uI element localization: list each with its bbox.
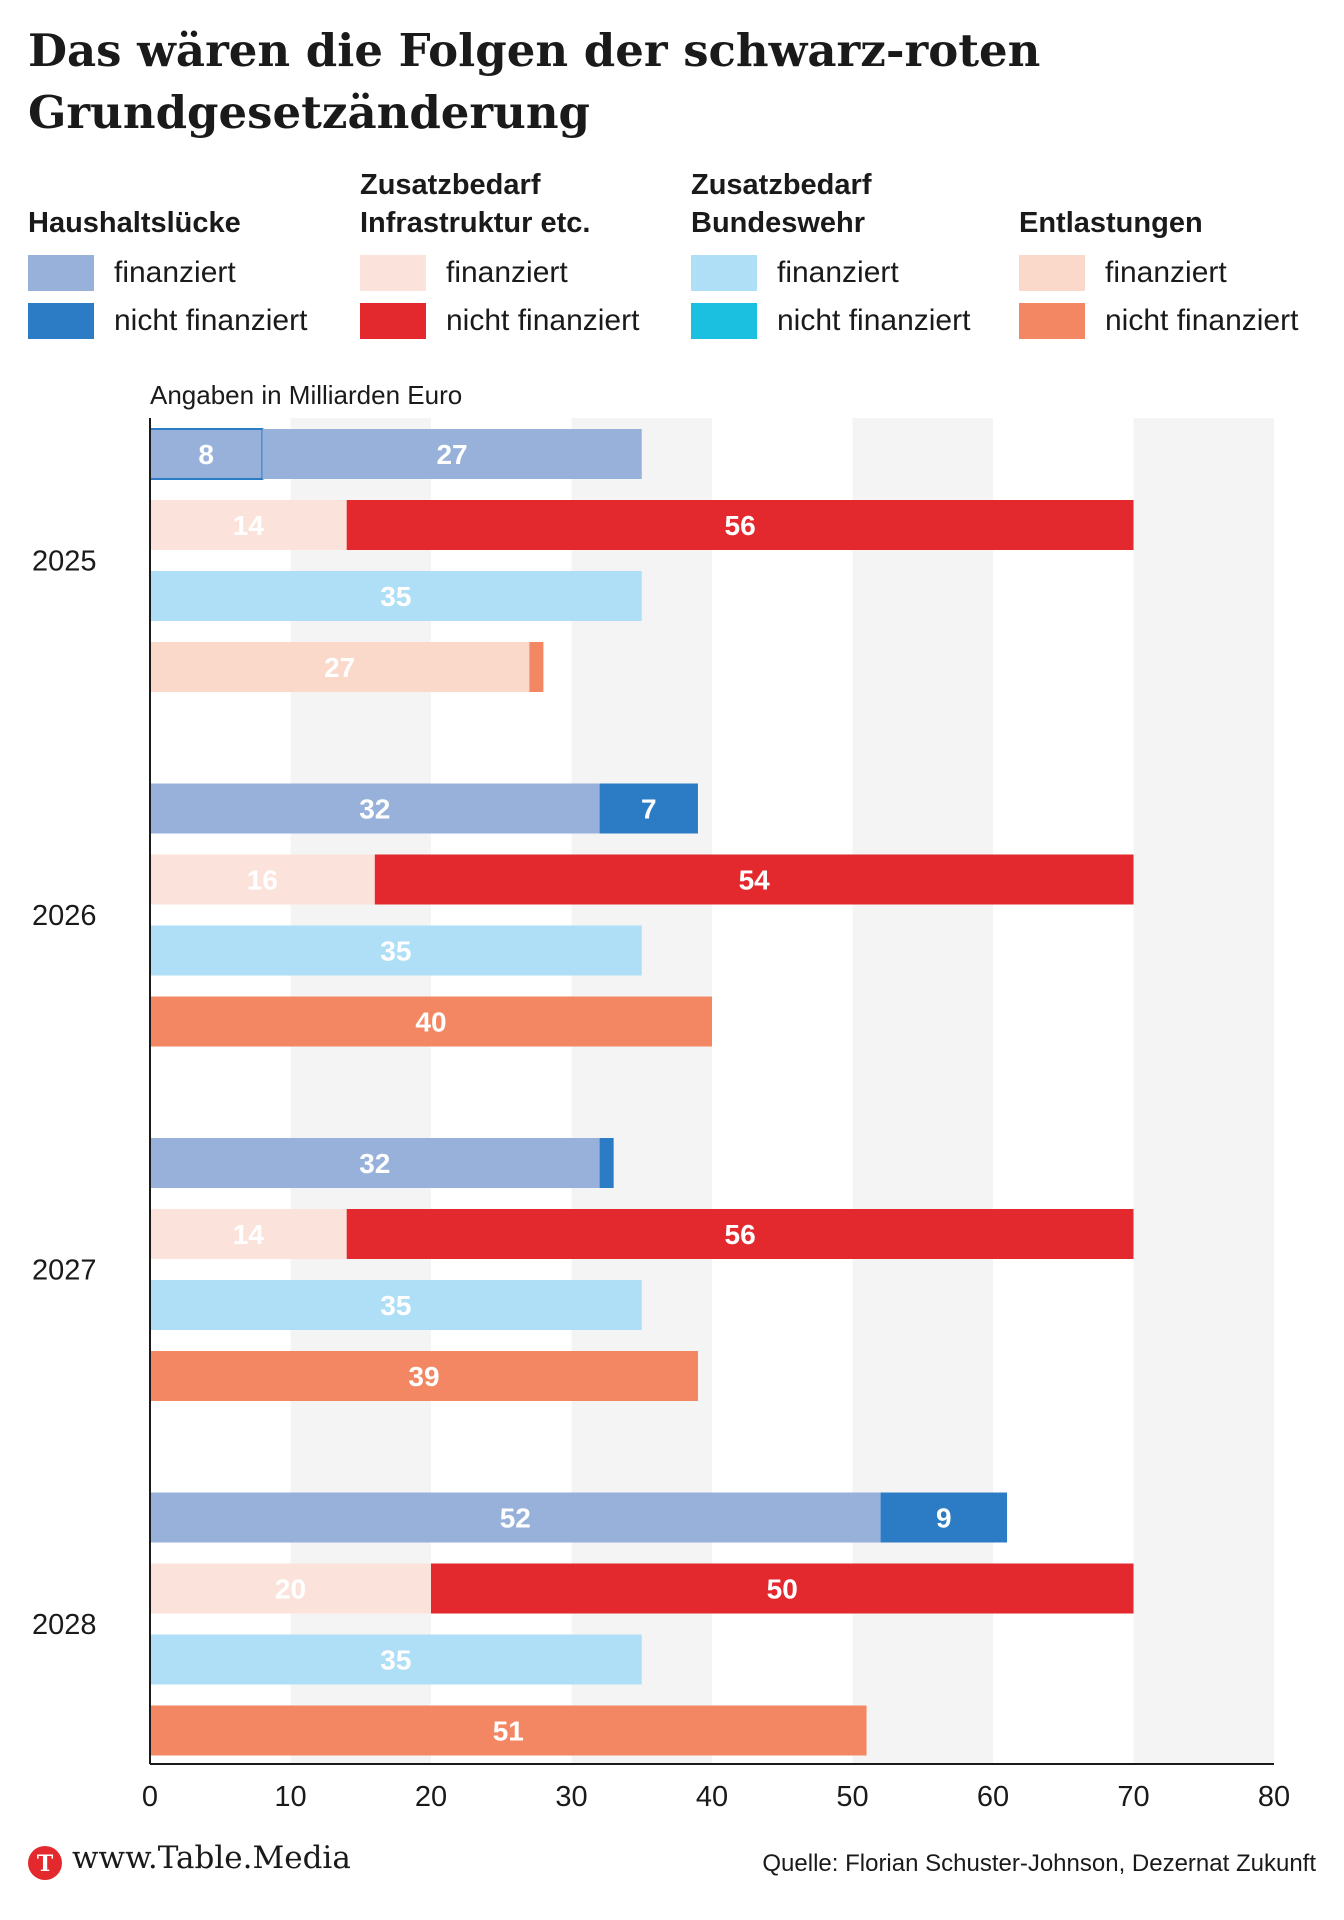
source-note: Quelle: Florian Schuster-Johnson, Dezern… [762,1850,1316,1877]
bar-value-label: 27 [324,652,355,683]
year-label: 2028 [32,1609,97,1641]
bar-segment [150,783,600,834]
legend-item-finanziert: finanziert [1019,252,1344,291]
legend-swatch [1019,255,1085,291]
site-name: www.Table.Media [72,1840,351,1876]
legend-label: finanziert [446,256,568,289]
bar-value-label: 50 [767,1574,798,1605]
x-tick-label: 50 [836,1781,868,1813]
bar-value-label: 20 [275,1574,306,1605]
bar-value-label: 9 [936,1503,952,1534]
legend-label: finanziert [777,256,899,289]
legend-swatch [1019,303,1085,339]
chart-title: Das wären die Folgen der schwarz-roten G… [28,24,1041,139]
bar-segment [431,1563,1134,1614]
bar-segment [599,1138,614,1188]
bar-value-label: 35 [380,1645,411,1676]
legend-label: nicht finanziert [446,304,640,337]
grid-band [1133,418,1274,1764]
bar-segment [150,996,712,1047]
bar-segment [150,571,642,621]
legend-label: nicht finanziert [114,304,308,337]
legend-swatch [691,303,757,339]
legend-item-finanziert: finanziert [691,252,1021,291]
bar-segment [150,925,642,976]
legend-heading: Zusatzbedarf Infrastruktur etc. [360,169,591,239]
bar-value-label: 32 [359,1148,390,1179]
legend-swatch [28,255,94,291]
legend-item-finanziert: finanziert [360,252,690,291]
bar-value-label: 35 [380,581,411,612]
table-media-logo-icon: T [28,1846,62,1880]
bar-value-label: 56 [725,1219,756,1250]
bar-segment [346,500,1134,550]
bar-segment [262,429,642,479]
bar-segment [529,642,544,692]
bar-segment [150,1634,642,1685]
bar-value-label: 54 [739,865,771,896]
bar-segment [150,854,375,905]
grid-band [852,418,993,1764]
bar-value-label: 32 [359,794,390,825]
bar-value-label: 14 [233,1219,265,1250]
logo-letter: T [37,1851,54,1877]
legend-heading: Zusatzbedarf Bundeswehr [691,169,872,239]
legend-item-nicht-finanziert: nicht finanziert [1019,300,1344,339]
bar-value-label: 35 [380,936,411,967]
bar-segment [150,500,347,550]
legend-item-nicht-finanziert: nicht finanziert [28,300,358,339]
x-tick-label: 40 [696,1781,728,1813]
x-tick-label: 70 [1117,1781,1149,1813]
x-tick-label: 20 [415,1781,447,1813]
legend-heading: Entlastungen [1019,207,1203,239]
x-tick-label: 0 [142,1781,158,1813]
bar-segment [374,854,1134,905]
bar-value-label: 40 [415,1007,446,1038]
legend-swatch [691,255,757,291]
bar-value-label: 39 [408,1361,439,1392]
bar-segment [346,1209,1134,1259]
bar-segment [150,1351,698,1401]
bar-segment [149,428,264,480]
unit-note: Angaben in Milliarden Euro [150,380,463,410]
bar-segment [150,642,530,692]
legend-label: nicht finanziert [777,304,971,337]
x-tick-label: 60 [977,1781,1009,1813]
x-tick-label: 30 [555,1781,587,1813]
legend-label: finanziert [1105,256,1227,289]
legend-heading: Haushaltslücke [28,207,241,239]
year-label: 2025 [32,546,97,578]
bar-segment [150,1209,347,1259]
legend-swatch [360,303,426,339]
bar-value-label: 51 [493,1716,524,1747]
bar-segment [150,1280,642,1330]
bar-segment [150,1138,600,1188]
bar-value-label: 35 [380,1290,411,1321]
bar-segment [599,783,698,834]
x-tick-label: 10 [274,1781,306,1813]
bar-value-label: 7 [641,794,657,825]
legend-item-nicht-finanziert: nicht finanziert [691,300,1021,339]
year-label: 2027 [32,1255,97,1287]
legend-label: finanziert [114,256,236,289]
legend-label: nicht finanziert [1105,304,1299,337]
bar-value-label: 27 [436,439,467,470]
bar-segment [150,1492,881,1543]
bar-segment [150,1563,431,1614]
legend-item-nicht-finanziert: nicht finanziert [360,300,690,339]
bar-value-label: 16 [247,865,278,896]
bar-chart: 8 27 14 56 35 27 2025 32 7 16 54 35 40 2026 32 14 56 35 39… [32,418,1290,1813]
bar-value-label: 8 [198,439,214,470]
legend-swatch [360,255,426,291]
legend-swatch [28,303,94,339]
bar-value-label: 52 [500,1503,531,1534]
year-label: 2026 [32,900,97,932]
bar-segment [880,1492,1008,1543]
bar-value-label: 56 [725,510,756,541]
x-tick-label: 80 [1258,1781,1290,1813]
bar-segment [150,1705,867,1756]
legend-item-finanziert: finanziert [28,252,358,291]
bar-value-label: 14 [233,510,265,541]
